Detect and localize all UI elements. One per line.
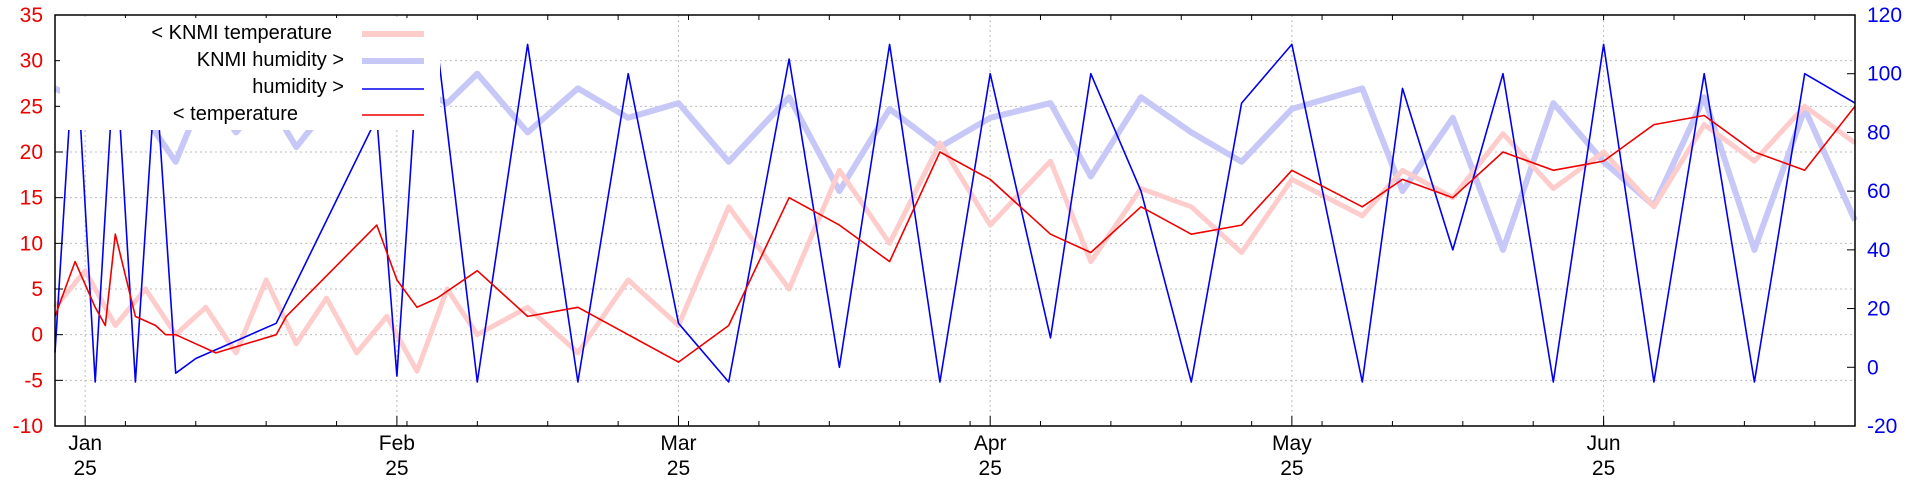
x-tick-month: May [1272,432,1312,455]
x-tick-month: Jan [68,432,102,455]
left-tick-label: 20 [20,141,43,164]
x-tick-day: 25 [667,457,690,480]
legend: < KNMI temperature KNMI humidity > humid… [60,18,440,130]
right-tick-label: 80 [1867,121,1890,144]
x-tick-month: Mar [660,432,696,455]
left-tick-label: -5 [24,369,43,392]
left-tick-label: 35 [20,4,43,27]
series-humidity [54,28,1856,383]
x-tick-month: Jun [1587,432,1621,455]
legend-label-humidity: humidity > [252,76,344,98]
right-tick-label: 0 [1867,356,1879,379]
x-tick-month: Feb [379,432,415,455]
legend-label-temperature: < temperature [173,103,298,125]
left-axis: 35 30 25 20 15 10 5 0 -5 -10 [13,4,63,438]
left-tick-label: 15 [20,187,43,210]
right-tick-label: -20 [1867,415,1897,438]
left-tick-label: 10 [20,232,43,255]
right-tick-label: 120 [1867,4,1902,27]
x-tick-day: 25 [1592,457,1615,480]
left-tick-label: 25 [20,95,43,118]
right-tick-label: 20 [1867,298,1890,321]
x-tick-day: 25 [1280,457,1303,480]
legend-label-knmi-temperature: < KNMI temperature [151,22,332,44]
left-tick-label: -10 [13,415,43,438]
right-axis: 120 100 80 60 40 20 0 -20 [1847,4,1902,438]
x-tick-day: 25 [73,457,96,480]
x-tick-month: Apr [974,432,1007,455]
series-temperature [54,105,1856,363]
left-tick-label: 0 [31,324,43,347]
plot-frame [54,14,1856,427]
left-tick-label: 30 [20,50,43,73]
x-tick-day: 25 [385,457,408,480]
series-knmi-temperature [53,103,1857,374]
right-tick-label: 100 [1867,63,1902,86]
x-tick-day: 25 [979,457,1002,480]
legend-label-knmi-humidity: KNMI humidity > [197,49,344,71]
left-tick-label: 5 [31,278,43,301]
right-tick-label: 60 [1867,180,1890,203]
right-tick-label: 40 [1867,239,1890,262]
